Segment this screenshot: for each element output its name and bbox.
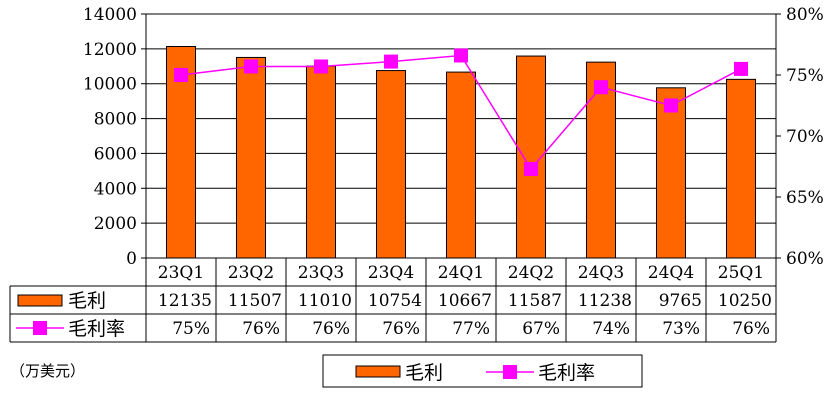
left-tick-label: 0 xyxy=(126,249,137,269)
table-cell-gross-profit: 11507 xyxy=(228,291,282,311)
marker-24Q3 xyxy=(594,80,608,95)
right-tick-label: 65% xyxy=(786,188,824,208)
right-tick-label: 60% xyxy=(786,249,824,269)
marker-23Q3 xyxy=(314,59,328,74)
line-series-gross-margin xyxy=(174,48,748,176)
left-tick-label: 10000 xyxy=(83,75,137,95)
category-label: 24Q1 xyxy=(438,263,484,283)
category-label: 23Q1 xyxy=(158,263,204,283)
category-label: 23Q2 xyxy=(228,263,274,283)
table-cell-gross-profit: 10754 xyxy=(368,291,422,311)
table-key-marker xyxy=(33,321,47,335)
table-cell-gross-profit: 11010 xyxy=(298,291,352,311)
table-row-label-gross-margin: 毛利率 xyxy=(68,318,125,340)
table-cell-gross-margin: 75% xyxy=(172,319,210,339)
right-tick-label: 75% xyxy=(786,66,824,86)
table-cell-gross-profit: 11238 xyxy=(578,291,632,311)
right-tick-label: 70% xyxy=(786,127,824,147)
table-cell-gross-profit: 11587 xyxy=(508,291,562,311)
legend-key-marker xyxy=(503,365,517,379)
table-cell-gross-margin: 76% xyxy=(382,319,420,339)
category-label: 24Q4 xyxy=(648,263,694,283)
bar-24Q1 xyxy=(446,71,476,259)
table-cell-gross-profit: 9765 xyxy=(659,291,702,311)
table-row-label-gross-profit: 毛利 xyxy=(68,290,106,312)
marker-23Q2 xyxy=(244,59,258,74)
bar-24Q3 xyxy=(586,61,616,259)
marker-23Q1 xyxy=(174,68,188,82)
marker-24Q1 xyxy=(454,48,468,63)
left-axis-ticks: 0 2000 4000 6000 8000 10000 12000 14000 xyxy=(83,5,146,269)
category-label: 24Q2 xyxy=(508,263,554,283)
bar-25Q1 xyxy=(726,78,756,259)
category-label: 24Q3 xyxy=(578,263,624,283)
table-cell-gross-margin: 74% xyxy=(592,319,630,339)
right-tick-label: 80% xyxy=(786,5,824,25)
table-key-bar xyxy=(17,294,63,307)
table-cell-gross-margin: 76% xyxy=(242,319,280,339)
left-tick-label: 8000 xyxy=(94,110,137,130)
table-cell-gross-profit: 12135 xyxy=(158,291,212,311)
marker-23Q4 xyxy=(384,54,398,69)
marker-24Q4 xyxy=(664,98,678,113)
bar-23Q3 xyxy=(306,65,336,259)
table-cell-gross-profit: 10667 xyxy=(438,291,492,311)
table-cell-gross-margin: 77% xyxy=(452,319,490,339)
left-tick-label: 2000 xyxy=(94,214,137,234)
table-cell-gross-profit: 10250 xyxy=(718,291,772,311)
unit-note: （万美元） xyxy=(10,362,86,380)
legend-key-bar xyxy=(355,365,401,378)
table-cell-gross-margin: 76% xyxy=(312,319,350,339)
left-tick-label: 14000 xyxy=(83,5,137,25)
category-label: 25Q1 xyxy=(718,263,764,283)
table-cell-gross-margin: 73% xyxy=(662,319,700,339)
category-label: 23Q4 xyxy=(368,263,414,283)
legend-label-gross-profit: 毛利 xyxy=(405,362,443,384)
bar-23Q2 xyxy=(236,56,266,259)
table-cell-gross-margin: 76% xyxy=(732,319,770,339)
data-table: 23Q1 23Q2 23Q3 23Q4 24Q1 24Q2 24Q3 24Q4 25Q1 毛利 12… xyxy=(9,258,777,343)
marker-25Q1 xyxy=(734,61,748,76)
category-label: 23Q3 xyxy=(298,263,344,283)
right-axis-ticks: 60% 65% 70% 75% 80% xyxy=(776,5,824,269)
marker-24Q2 xyxy=(524,161,538,176)
left-tick-label: 12000 xyxy=(83,40,137,60)
chart-legend: 毛利 毛利率 xyxy=(322,354,643,388)
left-tick-label: 4000 xyxy=(94,179,137,199)
bar-24Q4 xyxy=(656,87,686,259)
legend-label-gross-margin: 毛利率 xyxy=(538,362,595,384)
table-cell-gross-margin: 67% xyxy=(522,319,560,339)
bar-23Q4 xyxy=(376,70,406,259)
left-tick-label: 6000 xyxy=(94,144,137,164)
